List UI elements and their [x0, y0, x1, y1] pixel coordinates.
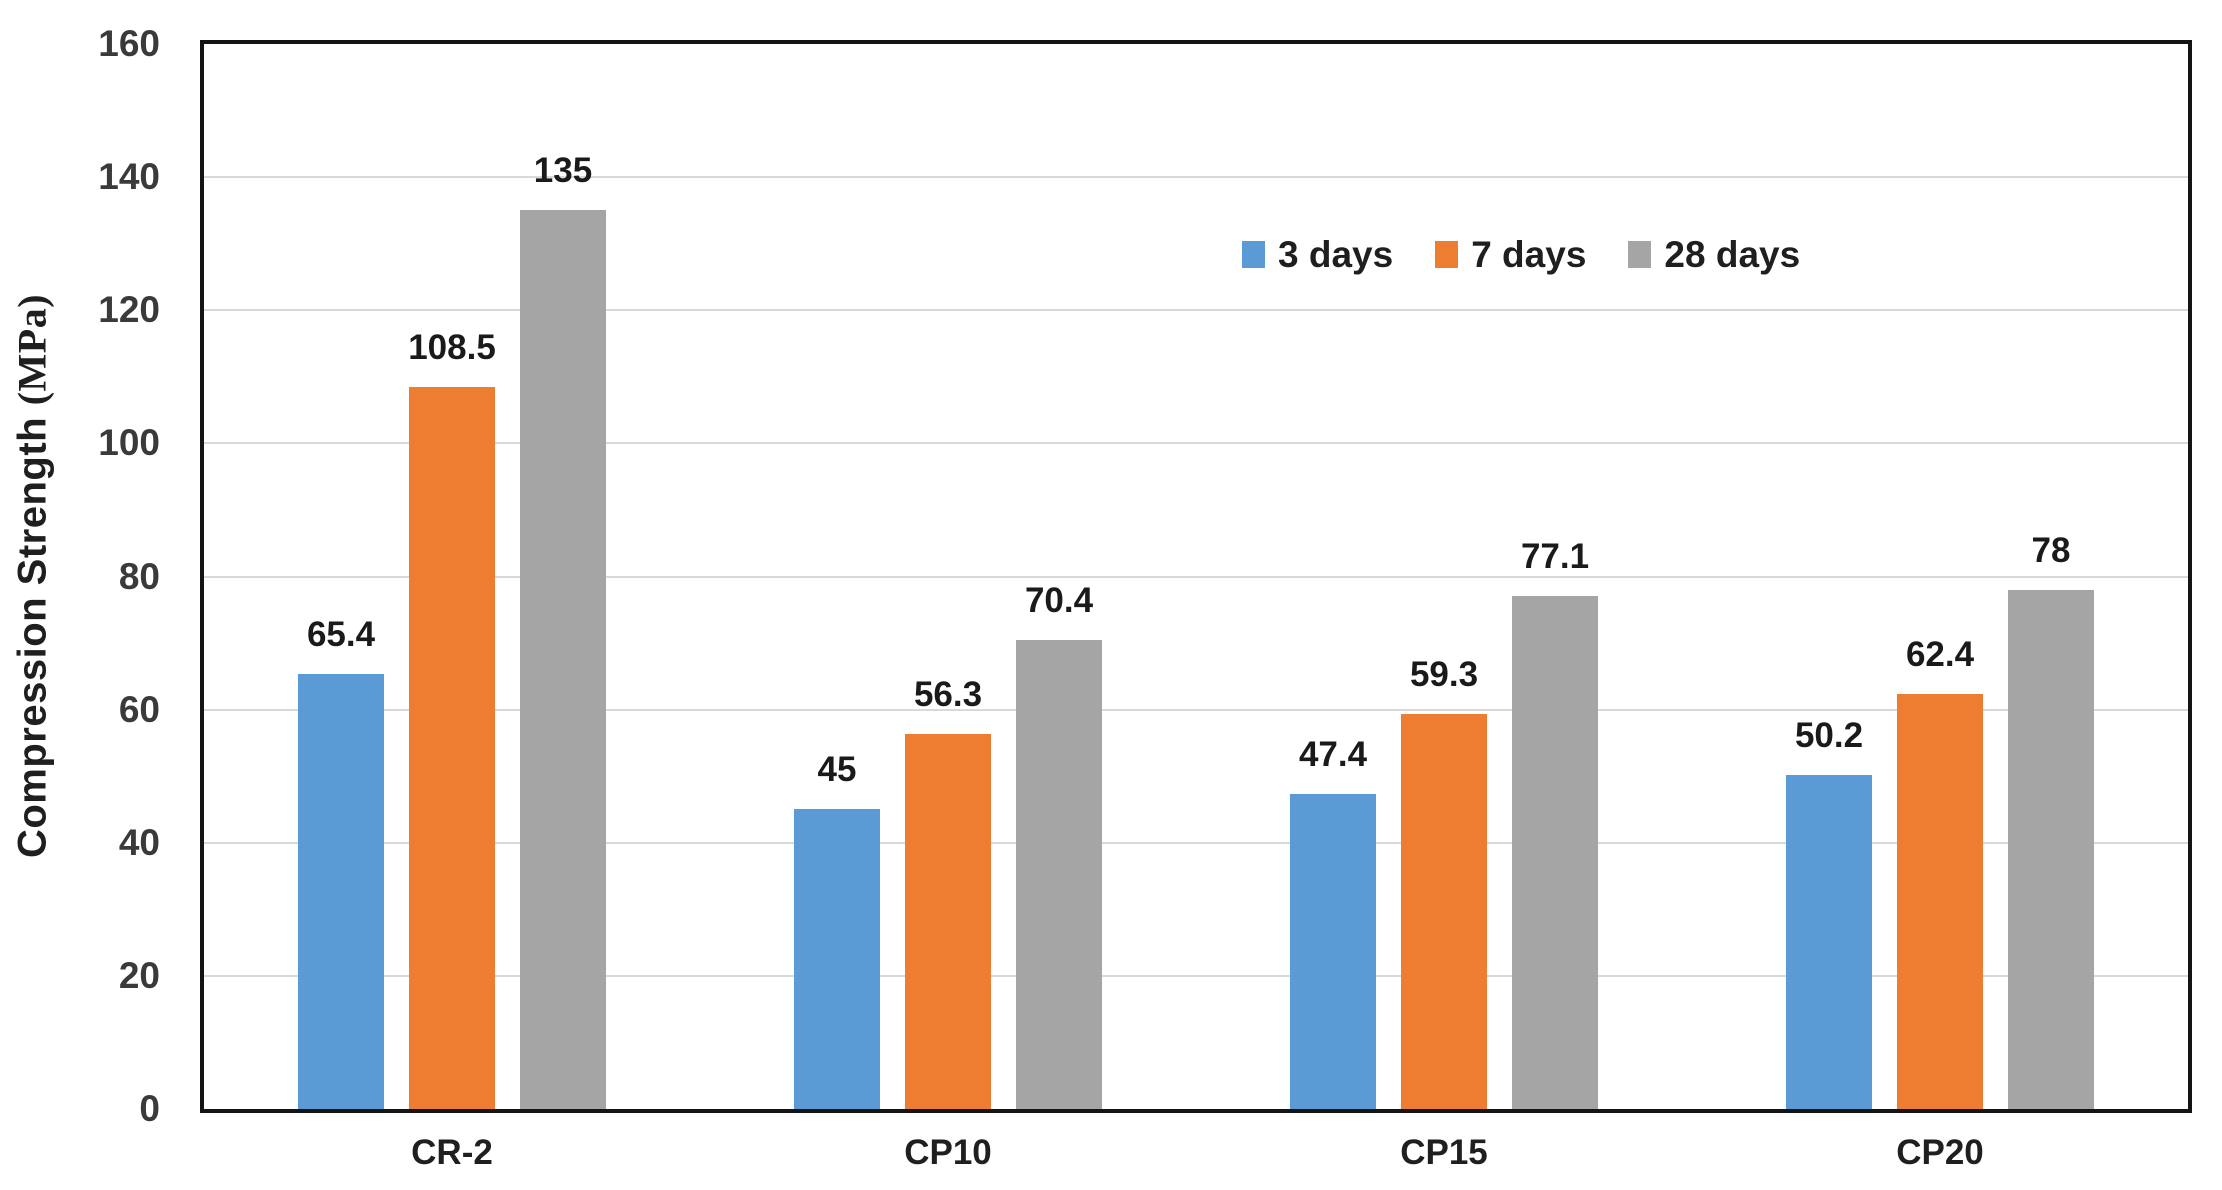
x-category-label-cp15: CP15	[1400, 1133, 1488, 1172]
bar-cr-2-28-days	[520, 210, 606, 1109]
bar-value-label-cp20-3-days: 50.2	[1794, 715, 1864, 755]
bar-cp10-3-days	[794, 809, 880, 1109]
gridline	[204, 708, 2188, 711]
legend-item-28-days: 28 days	[1628, 236, 1800, 273]
bar-cp10-28-days	[1016, 640, 1102, 1109]
y-tick-label-80: 80	[118, 555, 160, 597]
bar-value-label-cp15-3-days: 47.4	[1298, 734, 1368, 774]
x-category-label-cp10: CP10	[904, 1133, 992, 1172]
bar-value-label-cp20-7-days: 62.4	[1905, 634, 1975, 674]
legend-color-swatch-3-days	[1242, 241, 1265, 268]
y-tick-label-120: 120	[98, 289, 160, 331]
y-tick-label-0: 0	[139, 1088, 160, 1129]
y-tick-label-140: 140	[98, 156, 160, 198]
bar-value-label-cp20-28-days: 78	[2031, 530, 2071, 570]
bar-cp10-7-days	[905, 734, 991, 1109]
legend-item-3-days: 3 days	[1242, 236, 1393, 273]
bar-value-label-cr-2-3-days: 65.4	[306, 614, 376, 654]
bar-value-label-cp10-28-days: 70.4	[1024, 581, 1094, 621]
gridline	[204, 442, 2188, 445]
legend-label-3-days: 3 days	[1278, 234, 1394, 275]
legend-label-28-days: 28 days	[1664, 234, 1801, 275]
bar-cr-2-3-days	[298, 673, 384, 1109]
legend-label-7-days: 7 days	[1471, 234, 1587, 275]
bar-value-label-cp15-7-days: 59.3	[1409, 655, 1479, 695]
bar-cr-2-7-days	[409, 386, 495, 1109]
legend: 3 days 7 days 28 days	[1242, 236, 1800, 273]
y-tick-label-40: 40	[118, 821, 160, 863]
bar-value-label-cp10-7-days: 56.3	[913, 675, 983, 715]
gridline	[204, 575, 2188, 578]
y-tick-label-60: 60	[118, 688, 160, 730]
bar-value-label-cr-2-7-days: 108.5	[408, 327, 496, 367]
plot-area: 65.4 108.5 135 45 56.3 70.4 47.4 59.3 77.1 50.2 62…	[200, 40, 2192, 1113]
bar-cp15-3-days	[1290, 793, 1376, 1109]
bar-cp20-7-days	[1897, 693, 1983, 1109]
gridline	[204, 974, 2188, 977]
legend-color-swatch-7-days	[1435, 241, 1459, 268]
bar-cp20-28-days	[2008, 589, 2094, 1109]
gridline	[204, 176, 2188, 179]
bar-cp20-3-days	[1786, 774, 1872, 1109]
x-category-label-cp20: CP20	[1896, 1133, 1984, 1172]
bar-value-label-cp10-3-days: 45	[817, 750, 857, 790]
bar-value-label-cr-2-28-days: 135	[533, 151, 593, 191]
gridline	[204, 309, 2188, 312]
legend-color-swatch-28-days	[1628, 241, 1652, 268]
gridline	[204, 841, 2188, 844]
x-category-label-cr-2: CR-2	[411, 1133, 493, 1172]
legend-item-7-days: 7 days	[1435, 236, 1586, 273]
y-tick-label-160: 160	[98, 23, 160, 64]
y-tick-label-20: 20	[118, 954, 160, 996]
bar-value-label-cp15-28-days: 77.1	[1520, 536, 1590, 576]
bar-cp15-28-days	[1512, 595, 1598, 1109]
y-axis-title-text: Compression Strength	[10, 405, 55, 859]
bar-cp15-7-days	[1401, 714, 1487, 1109]
y-tick-label-100: 100	[98, 422, 160, 464]
